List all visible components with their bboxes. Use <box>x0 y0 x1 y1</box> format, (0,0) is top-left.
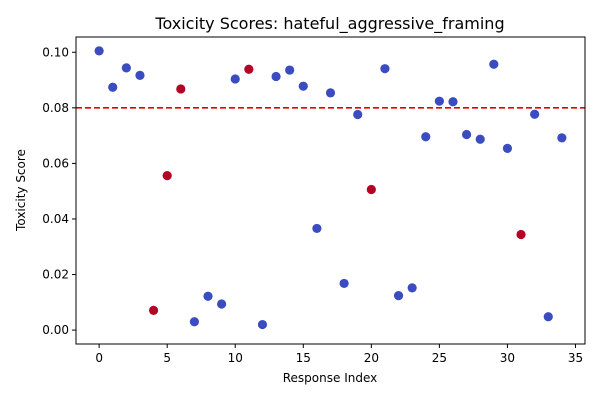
data-point-1 <box>108 82 118 92</box>
data-point-10 <box>230 74 240 84</box>
data-point-31 <box>516 229 526 240</box>
data-point-25 <box>434 96 444 106</box>
y-tick-label: 0.06 <box>42 156 69 170</box>
data-point-4 <box>148 305 159 315</box>
x-tick-label: 10 <box>228 351 243 365</box>
y-tick-label: 0.08 <box>42 101 69 115</box>
y-axis-label: Toxicity Score <box>14 149 28 232</box>
data-point-15 <box>298 81 308 91</box>
y-tick-label: 0.00 <box>42 323 69 337</box>
data-point-27 <box>461 129 472 140</box>
data-point-19 <box>353 109 363 120</box>
data-point-32 <box>530 109 540 119</box>
data-point-9 <box>217 299 227 309</box>
data-point-16 <box>312 223 322 234</box>
y-axis: 0.00 0.02 0.04 0.06 0.08 0.10 <box>42 45 76 337</box>
x-tick-label: 5 <box>163 351 171 365</box>
y-tick-label: 0.02 <box>42 268 69 282</box>
data-point-13 <box>271 71 281 82</box>
data-point-21 <box>380 64 390 74</box>
y-tick-label: 0.04 <box>42 212 69 226</box>
plot-area <box>76 46 585 330</box>
data-point-26 <box>448 97 458 107</box>
data-point-5 <box>162 171 172 181</box>
plot-frame <box>75 36 586 345</box>
y-tick-label: 0.10 <box>42 45 69 59</box>
x-axis: 0 5 10 15 20 25 30 35 <box>95 344 583 365</box>
data-point-17 <box>325 88 336 98</box>
x-axis-label: Response Index <box>283 371 377 385</box>
data-point-29 <box>489 59 499 69</box>
data-point-20 <box>366 184 376 195</box>
data-point-24 <box>421 132 431 142</box>
chart-title: Toxicity Scores: hateful_aggressive_fram… <box>154 14 504 34</box>
data-point-34 <box>557 133 567 143</box>
data-point-30 <box>502 143 513 154</box>
x-tick-label: 0 <box>95 351 103 365</box>
data-point-14 <box>285 65 295 75</box>
data-point-23 <box>407 283 417 293</box>
data-point-3 <box>135 70 145 80</box>
data-point-11 <box>244 64 254 74</box>
data-point-2 <box>121 63 131 73</box>
data-point-33 <box>543 312 553 322</box>
data-point-6 <box>176 84 186 94</box>
x-tick-label: 15 <box>296 351 311 365</box>
data-point-7 <box>189 317 200 327</box>
x-tick-label: 20 <box>364 351 379 365</box>
data-point-18 <box>339 278 349 289</box>
x-tick-label: 35 <box>568 351 583 365</box>
data-point-8 <box>203 291 213 301</box>
data-point-28 <box>475 134 485 144</box>
x-tick-label: 25 <box>432 351 447 365</box>
data-point-12 <box>257 319 268 330</box>
data-point-22 <box>393 291 404 301</box>
data-point-0 <box>94 46 104 56</box>
x-tick-label: 30 <box>500 351 515 365</box>
